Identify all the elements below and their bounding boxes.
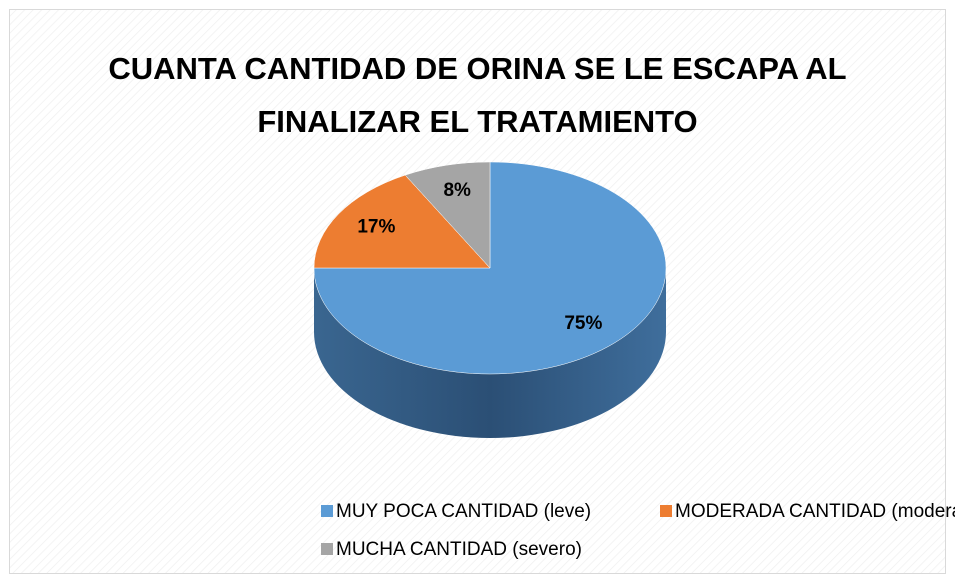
pie-side bbox=[314, 268, 666, 438]
data-label: 75% bbox=[564, 313, 602, 334]
data-label: 17% bbox=[357, 217, 395, 238]
pie-slice bbox=[313, 161, 667, 375]
data-label: 8% bbox=[443, 180, 471, 201]
pie-slice bbox=[404, 161, 491, 269]
legend-label: MUCHA CANTIDAD (severo) bbox=[336, 539, 582, 560]
legend-label: MUY POCA CANTIDAD (leve) bbox=[336, 501, 591, 522]
legend-swatch bbox=[321, 543, 333, 555]
legend-swatch bbox=[321, 505, 333, 517]
pie-slice bbox=[313, 174, 491, 269]
legend-label: MODERADA CANTIDAD (moderado) bbox=[675, 501, 955, 522]
legend-swatch bbox=[660, 505, 672, 517]
chart-title: CUANTA CANTIDAD DE ORINA SE LE ESCAPA AL… bbox=[108, 51, 847, 139]
